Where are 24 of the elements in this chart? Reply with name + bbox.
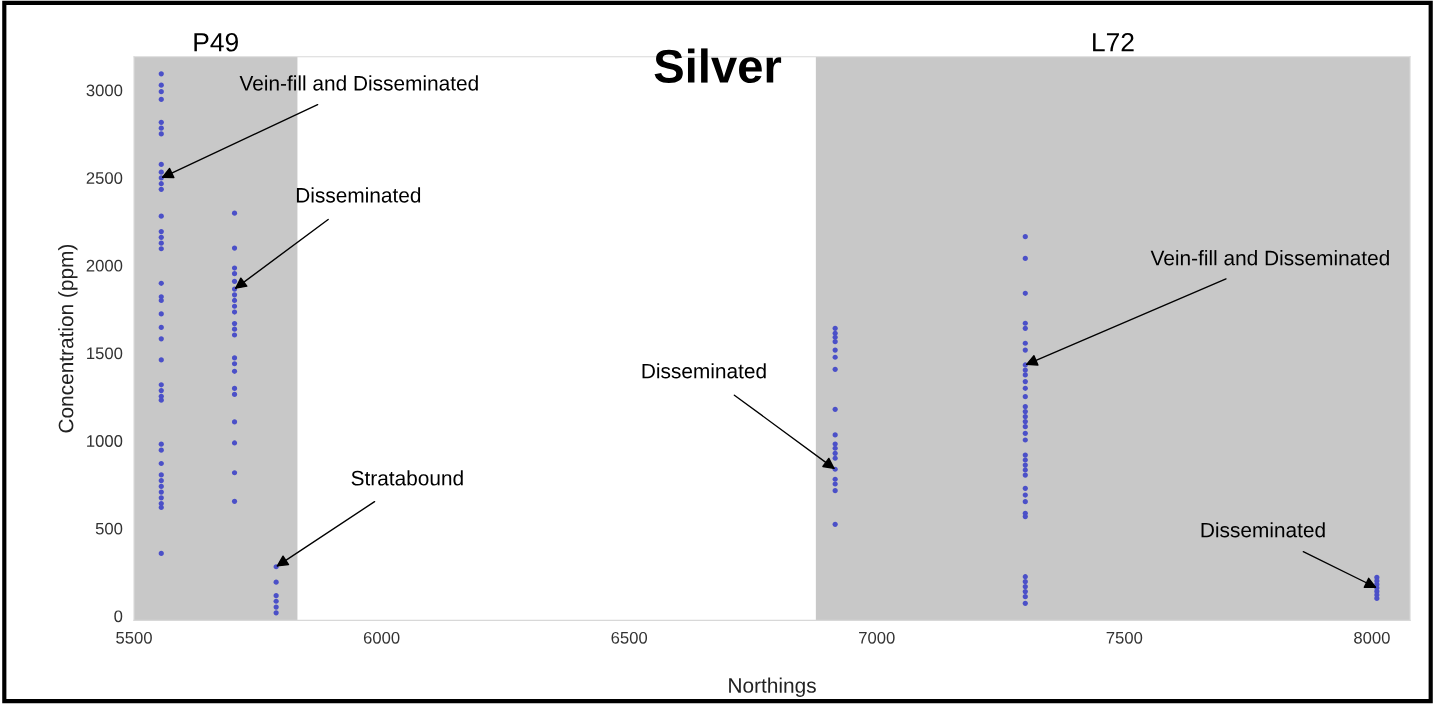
annotation: Vein-fill and Disseminated bbox=[239, 75, 478, 91]
annotation: Stratabound bbox=[351, 470, 463, 486]
annotation: Disseminated bbox=[642, 363, 766, 379]
y-tick-label: 3000 bbox=[86, 84, 123, 97]
x-tick-label: 7000 bbox=[859, 631, 895, 644]
x-tick-label: 8000 bbox=[1354, 631, 1390, 644]
annotation: Disseminated bbox=[296, 187, 421, 203]
x-tick-label: 5500 bbox=[116, 631, 152, 644]
x-tick-label: 6500 bbox=[611, 631, 648, 644]
annotation: Disseminated bbox=[1201, 522, 1325, 538]
band-label: L72 bbox=[1093, 32, 1134, 52]
y-tick-label: 0 bbox=[114, 610, 123, 623]
annotation: Vein-fill and Disseminated bbox=[1150, 250, 1389, 266]
y-tick-label: 500 bbox=[95, 522, 123, 535]
y-tick-label: 1500 bbox=[87, 347, 123, 360]
y-tick-label: 2000 bbox=[86, 259, 123, 272]
chart-title: Silver bbox=[654, 48, 782, 84]
y-axis-title: Concentration (ppm) bbox=[58, 244, 78, 433]
band-label: P49 bbox=[194, 32, 238, 52]
x-tick-label: 6000 bbox=[363, 631, 400, 644]
y-tick-label: 2500 bbox=[86, 172, 123, 184]
y-tick-label: 1000 bbox=[87, 435, 123, 447]
x-axis-title: Northings bbox=[729, 677, 816, 697]
x-tick-label: 7500 bbox=[1106, 631, 1143, 644]
